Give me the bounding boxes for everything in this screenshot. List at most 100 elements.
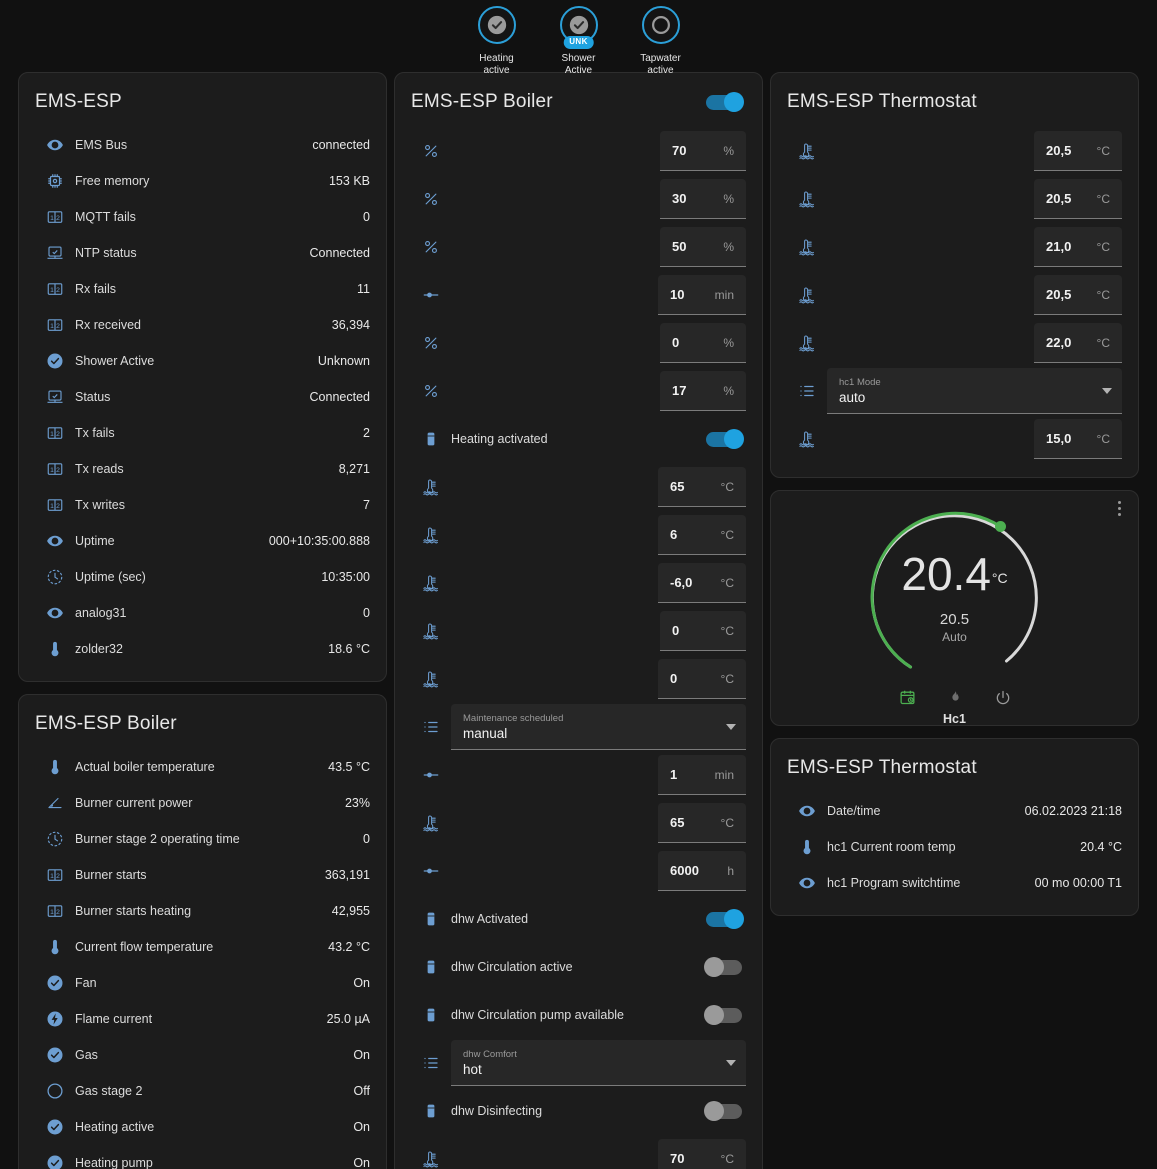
water-temp-icon [787, 142, 827, 160]
card-title-thermostat-status: EMS-ESP Thermostat [787, 757, 977, 778]
number-input[interactable]: 21,0 °C [1034, 227, 1122, 267]
number-input[interactable]: 30 % [660, 179, 746, 219]
row-label: Heating pump [75, 1156, 153, 1169]
number-input[interactable]: 70 °C [658, 1139, 746, 1169]
svg-text:2: 2 [56, 909, 60, 916]
row-value: 153 KB [328, 174, 370, 188]
status-badge[interactable]: Tapwater active [629, 6, 693, 77]
input-value: 22,0 [1046, 335, 1072, 350]
number-input[interactable]: 1 min [658, 755, 746, 795]
card-ems-esp: EMS-ESP EMS Bus connected Free memory 153 K… [18, 72, 387, 682]
number-input[interactable]: 0 °C [660, 611, 746, 651]
number-input[interactable]: 70 % [660, 131, 746, 171]
number-input[interactable]: 0 °C [658, 659, 746, 699]
number-input[interactable]: 0 % [660, 323, 746, 363]
number-input[interactable]: 22,0 °C [1034, 323, 1122, 363]
toggle-switch[interactable] [704, 1004, 742, 1025]
flame-icon[interactable] [948, 689, 963, 706]
water-temp-icon [411, 478, 451, 496]
number-input[interactable]: -6,0 °C [658, 563, 746, 603]
input-unit: % [723, 143, 734, 158]
row-value: 000+10:35:00.888 [268, 534, 370, 548]
boiler-icon [411, 958, 451, 976]
toggle-switch[interactable] [706, 908, 744, 929]
row-value: 23% [344, 796, 370, 810]
thermostat-dial[interactable]: 20.4 °C 20.5 Auto [865, 507, 1045, 687]
select-value: hot [463, 1062, 482, 1077]
number-input[interactable]: 65 °C [658, 803, 746, 843]
row-label: analog31 [75, 606, 127, 620]
data-row: 1 2 Rx fails 11 [35, 271, 370, 307]
input-value: 70 [670, 1151, 685, 1166]
row-value: 18.6 °C [328, 642, 370, 656]
select-label: hc1 Mode [839, 377, 881, 388]
control-row: 0 °C [411, 607, 746, 655]
number-input[interactable]: 20,5 °C [1034, 131, 1122, 171]
power-icon[interactable] [995, 689, 1011, 706]
row-value: connected [312, 138, 370, 152]
column-right: EMS-ESP Thermostat 20,5 °C 20,5 °C [770, 72, 1139, 916]
row-value: 7 [363, 498, 370, 512]
control-row: 50 % [411, 223, 746, 271]
toggle-switch[interactable] [706, 428, 744, 449]
status-badge[interactable]: UNK Shower Active [547, 6, 611, 77]
boiler-power-toggle[interactable] [706, 91, 744, 112]
status-badge[interactable]: Heating active [465, 6, 529, 77]
dashboard-columns: EMS-ESP EMS Bus connected Free memory 153 K… [0, 72, 1157, 1169]
control-row: Heating activated [411, 415, 746, 463]
number-input[interactable]: 50 % [660, 227, 746, 267]
control-row: 65 °C [411, 799, 746, 847]
card-title-boiler-controls: EMS-ESP Boiler [411, 91, 553, 112]
status-chip: UNK [563, 36, 594, 49]
toggle-switch[interactable] [704, 1100, 742, 1121]
dial-handle[interactable] [994, 521, 1006, 532]
select-field[interactable]: dhw Comfort hot [451, 1040, 746, 1086]
control-row: dhw Activated [411, 895, 746, 943]
more-options-icon[interactable] [1112, 501, 1126, 516]
select-field[interactable]: hc1 Mode auto [827, 368, 1122, 414]
row-label: Burner starts [75, 868, 147, 882]
schedule-icon[interactable] [899, 689, 916, 706]
water-temp-icon [787, 334, 827, 352]
input-value: 0 [670, 671, 678, 686]
chevron-down-icon [726, 723, 736, 730]
control-row: 6 °C [411, 511, 746, 559]
card-boiler-status: EMS-ESP Boiler Actual boiler temperature… [18, 694, 387, 1169]
data-row: 1 2 Burner starts heating 42,955 [35, 893, 370, 929]
control-row: 10 min [411, 271, 746, 319]
row-value: 11 [357, 282, 370, 296]
status-badge-strip: Heating active UNK Shower Active Tapwater acti… [0, 0, 1157, 76]
number-input[interactable]: 20,5 °C [1034, 275, 1122, 315]
number-input[interactable]: 6000 h [658, 851, 746, 891]
toggle-knob [704, 1100, 724, 1121]
number-input[interactable]: 17 % [660, 371, 746, 411]
toggle-switch[interactable] [704, 956, 742, 977]
clock-icon [35, 568, 75, 586]
number-input[interactable]: 65 °C [658, 467, 746, 507]
number-input[interactable]: 6 °C [658, 515, 746, 555]
control-label: Heating activated [451, 432, 548, 446]
control-row: 6000 h [411, 847, 746, 895]
water-temp-icon [787, 430, 827, 448]
number-input[interactable]: 10 min [658, 275, 746, 315]
water-temp-icon [411, 1150, 451, 1168]
card-title-boiler-status: EMS-ESP Boiler [35, 713, 177, 734]
input-unit: °C [720, 527, 734, 542]
toggle-knob [724, 908, 744, 929]
svg-text:2: 2 [56, 287, 60, 294]
row-label: Burner starts heating [75, 904, 192, 918]
svg-text:1: 1 [50, 215, 54, 222]
input-unit: min [714, 767, 734, 782]
data-row: Uptime (sec) 10:35:00 [35, 559, 370, 595]
svg-text:2: 2 [56, 873, 60, 880]
number-input[interactable]: 20,5 °C [1034, 179, 1122, 219]
tune-icon [411, 766, 451, 784]
tune-icon [411, 862, 451, 880]
control-row: 65 °C [411, 463, 746, 511]
select-field[interactable]: Maintenance scheduled manual [451, 704, 746, 750]
percent-icon [411, 238, 451, 256]
data-row: Burner stage 2 operating time 0 [35, 821, 370, 857]
number-input[interactable]: 15,0 °C [1034, 419, 1122, 459]
